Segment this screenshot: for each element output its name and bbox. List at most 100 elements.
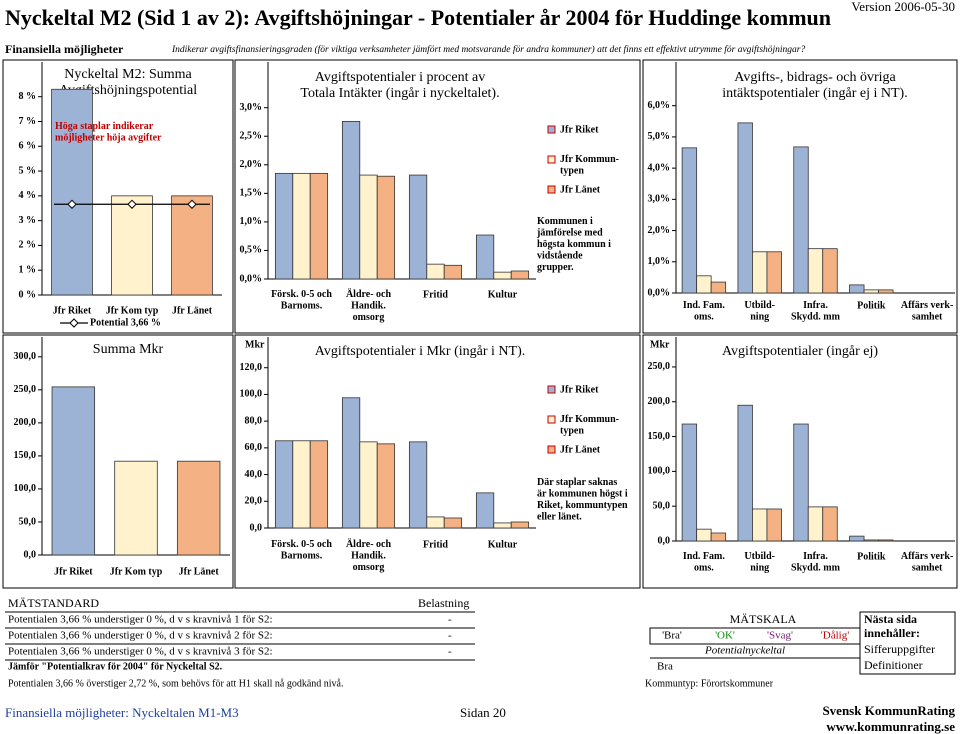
bar bbox=[807, 248, 824, 294]
standard-heading: MÄTSTANDARD bbox=[8, 596, 99, 610]
bar bbox=[737, 404, 753, 542]
x-tick-label: Försk. 0-5 och Barnoms. bbox=[271, 539, 332, 562]
x-tick-label: Kultur bbox=[488, 289, 518, 300]
y-tick-label: 50,0 bbox=[653, 500, 671, 511]
x-tick-label: Äldre- och Handik. omsorg bbox=[346, 537, 392, 573]
bar bbox=[376, 443, 396, 529]
panel bbox=[2, 334, 234, 589]
bar bbox=[878, 539, 894, 542]
y-tick-label: 0,0 bbox=[658, 535, 671, 546]
legend-label: Jfr Kommun-typen bbox=[560, 414, 619, 437]
legend-label: Jfr Riket bbox=[560, 124, 599, 135]
y-tick-label: 150,0 bbox=[648, 431, 671, 442]
y-tick-label: 1,0% bbox=[648, 256, 671, 267]
standard-row: Potentialen 3,66 % understiger 0 %, d v … bbox=[8, 630, 273, 642]
bar bbox=[475, 234, 495, 280]
y-tick-label: 8 % bbox=[19, 91, 37, 102]
standard-row: Potentialen 3,66 % understiger 0 %, d v … bbox=[8, 614, 273, 626]
y-tick-label: 200,0 bbox=[14, 417, 37, 428]
y-tick-label: 200,0 bbox=[648, 396, 671, 407]
page-title: Nyckeltal M2 (Sid 1 av 2): Avgiftshöjnin… bbox=[5, 5, 831, 30]
axis-label: Mkr bbox=[650, 339, 670, 350]
y-tick-label: 250,0 bbox=[648, 361, 671, 372]
x-tick-label: Jfr Länet bbox=[179, 566, 220, 577]
y-tick-label: 100,0 bbox=[648, 466, 671, 477]
y-tick-label: 2,0% bbox=[240, 159, 263, 170]
x-tick-label: Ind. Fam. oms. bbox=[683, 300, 725, 323]
bar bbox=[51, 386, 96, 556]
x-tick-label: Infra. Skydd. mm bbox=[791, 300, 841, 323]
bar bbox=[710, 281, 727, 294]
load-heading: Belastning bbox=[418, 596, 469, 610]
scale-level: 'Bra' bbox=[662, 630, 682, 642]
x-tick-label: Infra. Skydd. mm bbox=[791, 551, 841, 574]
panel bbox=[642, 334, 958, 589]
y-tick-label: 100,0 bbox=[14, 483, 37, 494]
bar bbox=[443, 517, 463, 529]
panel bbox=[2, 59, 234, 334]
footer-brand: Svensk KommunRating bbox=[822, 703, 955, 718]
y-tick-label: 300,0 bbox=[14, 351, 37, 362]
y-tick-label: 0,0% bbox=[648, 287, 671, 298]
x-tick-label: Fritid bbox=[423, 539, 448, 550]
legend-label: Jfr Kommun-typen bbox=[560, 154, 619, 177]
x-tick-label: Försk. 0-5 och Barnoms. bbox=[271, 289, 332, 312]
y-tick-label: 0,0 bbox=[250, 522, 263, 533]
bar bbox=[766, 508, 782, 542]
y-tick-label: 40,0 bbox=[245, 469, 263, 480]
bar bbox=[493, 522, 512, 529]
annotation: Där staplar saknas är kommunen högst i Rik… bbox=[537, 477, 628, 523]
description: Indikerar avgiftsfinansieringsgraden (fö… bbox=[171, 44, 805, 55]
y-tick-label: 2 % bbox=[19, 240, 37, 251]
x-tick-label: Jfr Länet bbox=[172, 305, 213, 316]
bar bbox=[696, 528, 712, 542]
x-tick-label: Jfr Riket bbox=[53, 305, 92, 316]
next-heading: Nästa sida innehåller: bbox=[864, 612, 920, 640]
chart-title: Summa Mkr bbox=[93, 342, 164, 357]
footer-section: Finansiella möjligheter: Nyckeltalen M1-… bbox=[5, 705, 239, 720]
bar bbox=[849, 535, 865, 542]
legend-marker bbox=[69, 318, 79, 328]
chart-title: Avgiftspotentialer i Mkr (ingår i NT). bbox=[315, 344, 525, 359]
load: - bbox=[448, 614, 452, 626]
reference-label: Potential 3,66 % bbox=[90, 317, 161, 328]
bar bbox=[766, 251, 782, 294]
load: - bbox=[448, 646, 452, 658]
load: - bbox=[448, 630, 452, 642]
x-tick-label: Fritid bbox=[423, 289, 448, 300]
bar bbox=[793, 423, 809, 542]
x-tick-label: Utbild-ning bbox=[744, 551, 775, 574]
bar bbox=[681, 147, 698, 294]
footer-url: www.kommunrating.se bbox=[826, 719, 955, 734]
bar bbox=[274, 172, 294, 280]
scale-level: 'OK' bbox=[715, 630, 735, 642]
bar bbox=[878, 289, 894, 294]
bar bbox=[822, 506, 838, 542]
y-tick-label: 250,0 bbox=[14, 384, 37, 395]
y-tick-label: 1,0% bbox=[240, 216, 263, 227]
x-tick-label: Affärs verk-samhet bbox=[901, 551, 953, 574]
x-tick-label: Politik bbox=[857, 300, 886, 311]
panel bbox=[234, 334, 641, 589]
bar bbox=[292, 440, 311, 529]
footer-page: Sidan 20 bbox=[460, 705, 506, 720]
scale-level: 'Svag' bbox=[767, 630, 793, 642]
bar bbox=[510, 270, 530, 280]
bar bbox=[341, 397, 361, 529]
y-tick-label: 60,0 bbox=[245, 442, 263, 453]
y-tick-label: 2,5% bbox=[240, 131, 263, 142]
bar bbox=[807, 506, 824, 542]
y-tick-label: 6,0% bbox=[648, 100, 671, 111]
y-tick-label: 120,0 bbox=[240, 362, 263, 373]
y-tick-label: 0,0 bbox=[24, 549, 37, 560]
rating: Bra bbox=[657, 661, 673, 673]
y-tick-label: 1 % bbox=[19, 265, 37, 276]
bar bbox=[309, 440, 329, 529]
next-item: Definitioner bbox=[864, 658, 923, 672]
bar bbox=[376, 175, 396, 280]
x-tick-label: Jfr Kom typ bbox=[106, 305, 159, 316]
bar bbox=[849, 284, 865, 294]
next-box bbox=[859, 611, 956, 675]
x-tick-label: Äldre- och Handik. omsorg bbox=[346, 287, 392, 323]
